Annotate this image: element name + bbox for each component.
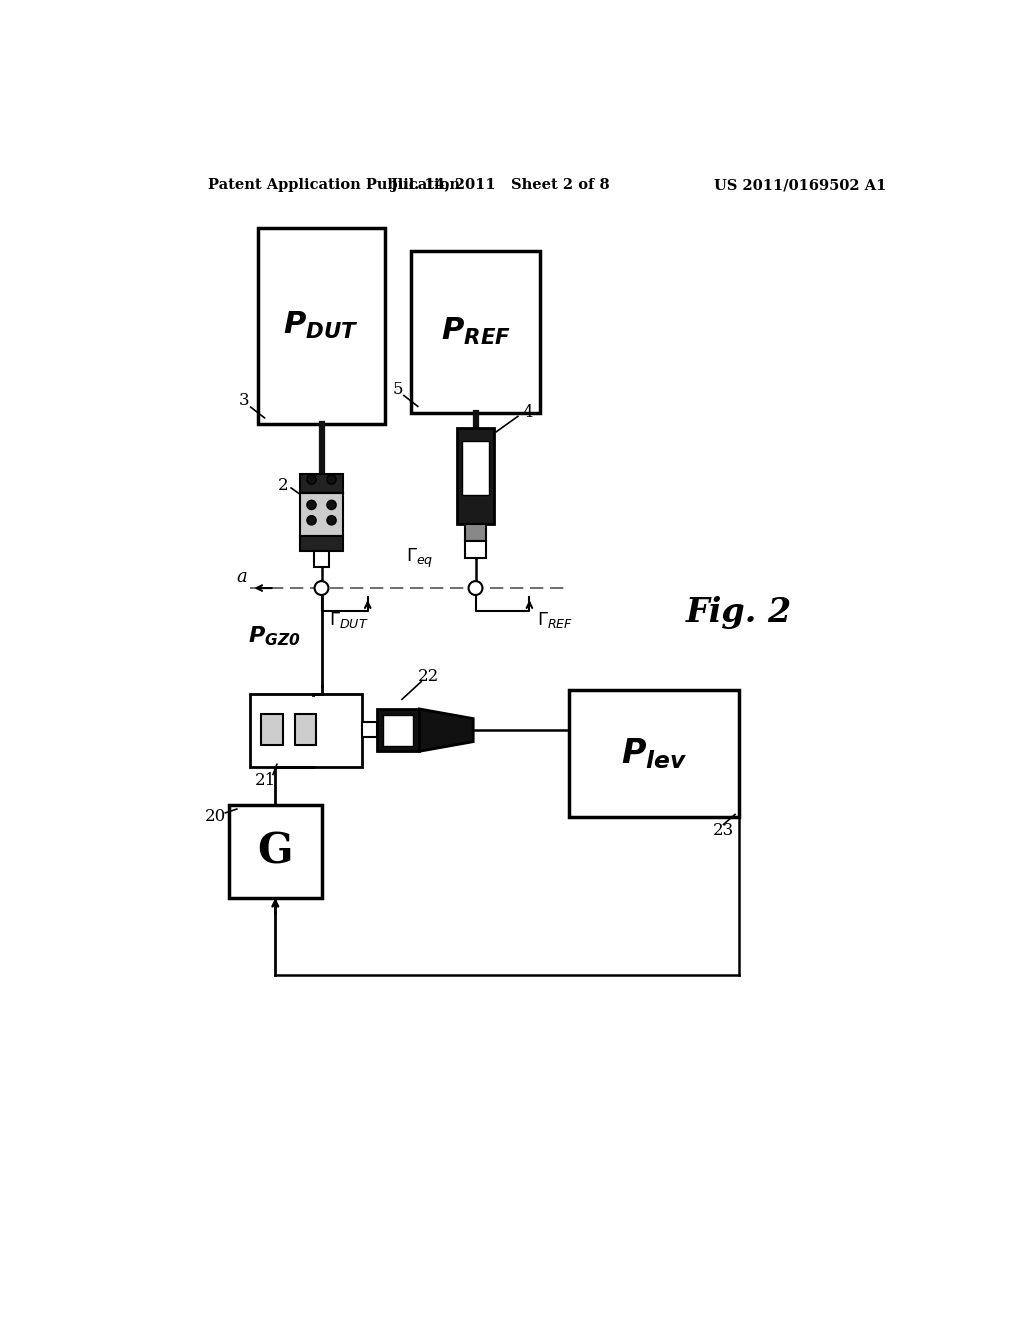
Text: 21: 21 (255, 772, 275, 789)
Circle shape (327, 500, 336, 510)
Bar (383, 714, 413, 746)
Text: $\Gamma_{eq}$: $\Gamma_{eq}$ (407, 548, 434, 570)
Text: G: G (258, 830, 293, 873)
Text: $\bfit{P}_{lev}$: $\bfit{P}_{lev}$ (621, 735, 687, 771)
Text: Patent Application Publication: Patent Application Publication (208, 178, 460, 193)
Bar (295, 714, 316, 744)
Text: Jul. 14, 2011   Sheet 2 of 8: Jul. 14, 2011 Sheet 2 of 8 (391, 178, 609, 193)
Text: 23: 23 (713, 822, 734, 840)
Bar (465, 524, 486, 541)
Text: $\bfit{P}_{DUT}$: $\bfit{P}_{DUT}$ (284, 310, 359, 342)
Bar (569, 689, 739, 817)
Circle shape (469, 581, 482, 595)
Bar (411, 251, 541, 412)
Text: 22: 22 (419, 668, 439, 685)
Text: 3: 3 (240, 392, 250, 409)
Circle shape (327, 516, 336, 525)
Text: $\Gamma_{REF}$: $\Gamma_{REF}$ (538, 610, 573, 631)
Circle shape (314, 581, 329, 595)
Text: 2: 2 (279, 477, 289, 494)
Bar (457, 428, 494, 524)
Circle shape (307, 516, 316, 525)
Text: $\bfit{P}_{REF}$: $\bfit{P}_{REF}$ (440, 315, 511, 347)
Bar (250, 693, 361, 767)
Text: $\bfit{P}_{GZ0}$: $\bfit{P}_{GZ0}$ (249, 624, 301, 648)
Text: 20: 20 (205, 808, 226, 825)
Circle shape (327, 475, 336, 484)
Bar (300, 474, 343, 494)
Bar (261, 714, 283, 744)
Text: 4: 4 (522, 404, 534, 421)
Bar (229, 805, 322, 898)
Polygon shape (419, 709, 473, 751)
Bar (462, 441, 489, 495)
Circle shape (307, 500, 316, 510)
Bar (377, 709, 419, 751)
Text: 5: 5 (392, 381, 403, 397)
Text: a: a (237, 568, 248, 586)
Circle shape (307, 475, 316, 484)
Bar (300, 536, 343, 552)
Text: US 2011/0169502 A1: US 2011/0169502 A1 (715, 178, 887, 193)
Bar (313, 552, 330, 566)
Bar (258, 228, 385, 424)
Bar (300, 494, 343, 536)
Text: Fig. 2: Fig. 2 (686, 597, 792, 630)
Bar (361, 722, 377, 738)
Bar (465, 541, 486, 558)
Text: $\Gamma_{DUT}$: $\Gamma_{DUT}$ (330, 610, 369, 631)
